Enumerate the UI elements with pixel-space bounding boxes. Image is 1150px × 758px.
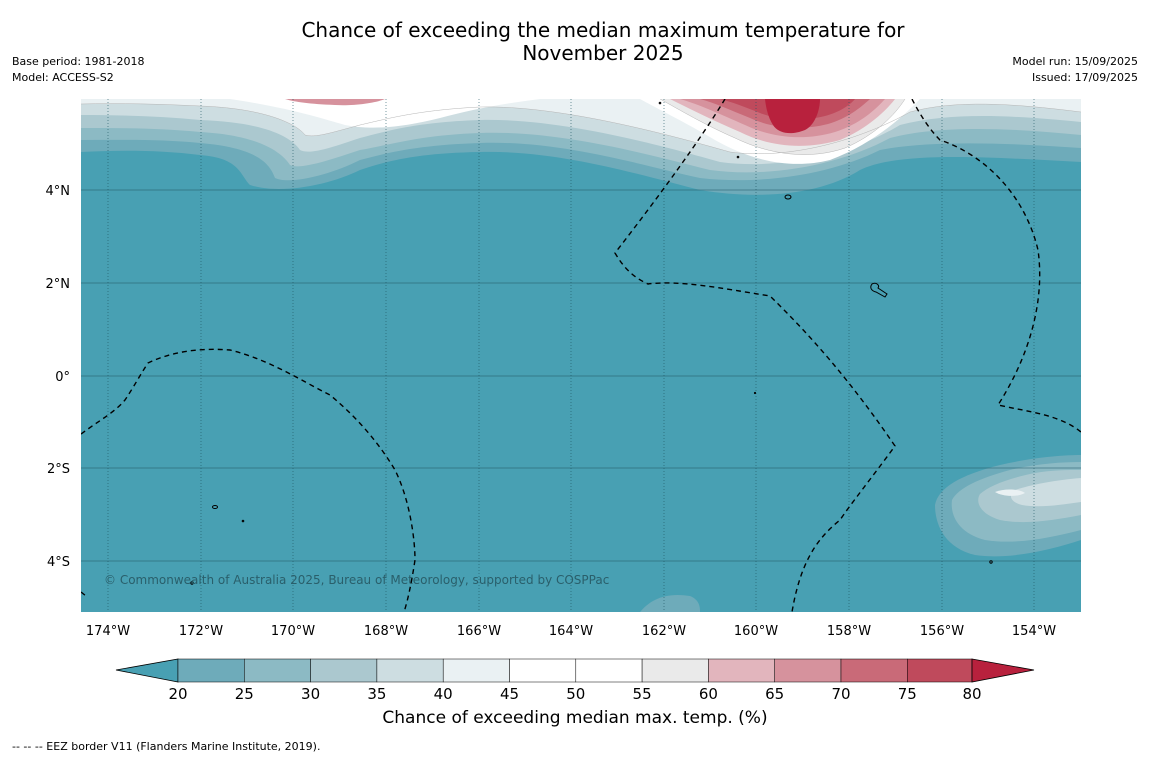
map-canvas: © Commonwealth of Australia 2025, Bureau… xyxy=(81,99,1081,612)
colorbar-tick-20: 20 xyxy=(168,685,187,703)
lon-label-166w: 166°W xyxy=(457,624,501,639)
contour-south-patch xyxy=(640,594,700,612)
island-equator xyxy=(753,391,757,395)
lon-label-170w: 170°W xyxy=(271,624,315,639)
colorbar-swatch-55-60 xyxy=(641,658,709,683)
lat-label-4n: 4°N xyxy=(46,184,71,199)
lon-label-174w: 174°W xyxy=(86,624,130,639)
lon-label-168w: 168°W xyxy=(364,624,408,639)
colorbar-tick-80: 80 xyxy=(962,685,981,703)
colorbar-tick-75: 75 xyxy=(898,685,917,703)
meta-left: Base period: 1981-2018 Model: ACCESS-S2 xyxy=(12,54,144,86)
lon-label-162w: 162°W xyxy=(642,624,686,639)
contour-line-45 xyxy=(81,103,1081,155)
title-line-2: November 2025 xyxy=(522,41,684,65)
model-run-text: Model run: 15/09/2025 xyxy=(1012,55,1138,68)
colorbar-tick-45: 45 xyxy=(500,685,519,703)
island-top xyxy=(658,101,662,105)
colorbar-swatch-65-70 xyxy=(774,658,842,683)
base-period-text: Base period: 1981-2018 xyxy=(12,55,145,68)
lat-label-2s: 2°S xyxy=(47,462,70,477)
lon-label-172w: 172°W xyxy=(179,624,223,639)
lon-label-156w: 156°W xyxy=(920,624,964,639)
colorbar-swatch-30-35 xyxy=(310,658,378,683)
model-text: Model: ACCESS-S2 xyxy=(12,71,114,84)
colorbar-low-arrow xyxy=(115,658,179,683)
colorbar-swatch-35-40 xyxy=(376,658,444,683)
eez-border-east xyxy=(911,99,1081,433)
colorbar-tick-50: 50 xyxy=(566,685,585,703)
lat-label-0: 0° xyxy=(55,370,70,385)
island-top-b xyxy=(736,155,740,159)
island-north xyxy=(784,194,792,200)
colorbar-swatch-75-80 xyxy=(907,658,973,683)
colorbar-ticks: 20 25 30 35 40 45 50 55 60 65 70 75 80 xyxy=(168,685,981,703)
colorbar-tick-55: 55 xyxy=(633,685,652,703)
contour-se-40 xyxy=(1010,478,1081,507)
island-southwest-a xyxy=(212,505,218,509)
issued-text: Issued: 17/09/2025 xyxy=(1031,71,1138,84)
colorbar-swatch-45-50 xyxy=(509,658,577,683)
contour-se-45 xyxy=(995,489,1025,496)
eez-border-southwest xyxy=(81,591,87,597)
copyright-text: © Commonwealth of Australia 2025, Bureau… xyxy=(104,573,609,587)
colorbar xyxy=(115,658,1035,683)
colorbar-tick-60: 60 xyxy=(699,685,718,703)
colorbar-label: Chance of exceeding median max. temp. (%… xyxy=(382,708,768,728)
colorbar-high-arrow xyxy=(971,658,1035,683)
latitude-gridlines xyxy=(81,189,1081,562)
eez-footnote: -- -- -- EEZ border V11 (Flanders Marine… xyxy=(12,740,321,753)
eez-border-west xyxy=(81,348,416,612)
eez-borders xyxy=(81,99,1081,612)
colorbar-tick-30: 30 xyxy=(301,685,320,703)
map-background xyxy=(81,99,1081,612)
lon-label-160w: 160°W xyxy=(734,624,778,639)
contour-line-55 xyxy=(659,99,906,155)
colorbar-tick-70: 70 xyxy=(831,685,850,703)
islands xyxy=(190,101,993,585)
eez-border-central xyxy=(614,99,896,612)
island-southeast xyxy=(989,560,993,564)
colorbar-tick-35: 35 xyxy=(367,685,386,703)
map-title: Chance of exceeding the median maximum t… xyxy=(200,19,1006,65)
contour-band-50-west xyxy=(230,99,540,128)
colorbar-tick-40: 40 xyxy=(434,685,453,703)
title-line-1: Chance of exceeding the median maximum t… xyxy=(301,18,905,42)
lat-label-2n: 2°N xyxy=(46,277,71,292)
island-southwest-c xyxy=(190,581,194,585)
lon-label-164w: 164°W xyxy=(549,624,593,639)
colorbar-swatch-25-30 xyxy=(244,658,311,683)
colorbar-swatch-50-55 xyxy=(575,658,643,683)
colorbar-tick-65: 65 xyxy=(765,685,784,703)
colorbar-swatch-40-45 xyxy=(442,658,510,683)
colorbar-swatch-70-75 xyxy=(840,658,908,683)
island-kiritimati xyxy=(870,282,888,298)
latitude-labels: 4°N 2°N 0° 2°S 4°S xyxy=(46,184,71,570)
contour-band-80 xyxy=(765,99,820,134)
lon-label-154w: 154°W xyxy=(1012,624,1056,639)
lon-label-158w: 158°W xyxy=(827,624,871,639)
longitude-labels: 174°W 172°W 170°W 168°W 166°W 164°W 162°… xyxy=(86,624,1056,639)
colorbar-tick-25: 25 xyxy=(235,685,254,703)
contour-warm-blob-west xyxy=(285,99,385,106)
island-southwest-b xyxy=(241,519,245,523)
colorbar-swatch-20-25 xyxy=(177,658,245,683)
meta-right: Model run: 15/09/2025 Issued: 17/09/2025 xyxy=(1012,54,1138,86)
lat-label-4s: 4°S xyxy=(47,555,70,570)
colorbar-swatch-60-65 xyxy=(708,658,775,683)
